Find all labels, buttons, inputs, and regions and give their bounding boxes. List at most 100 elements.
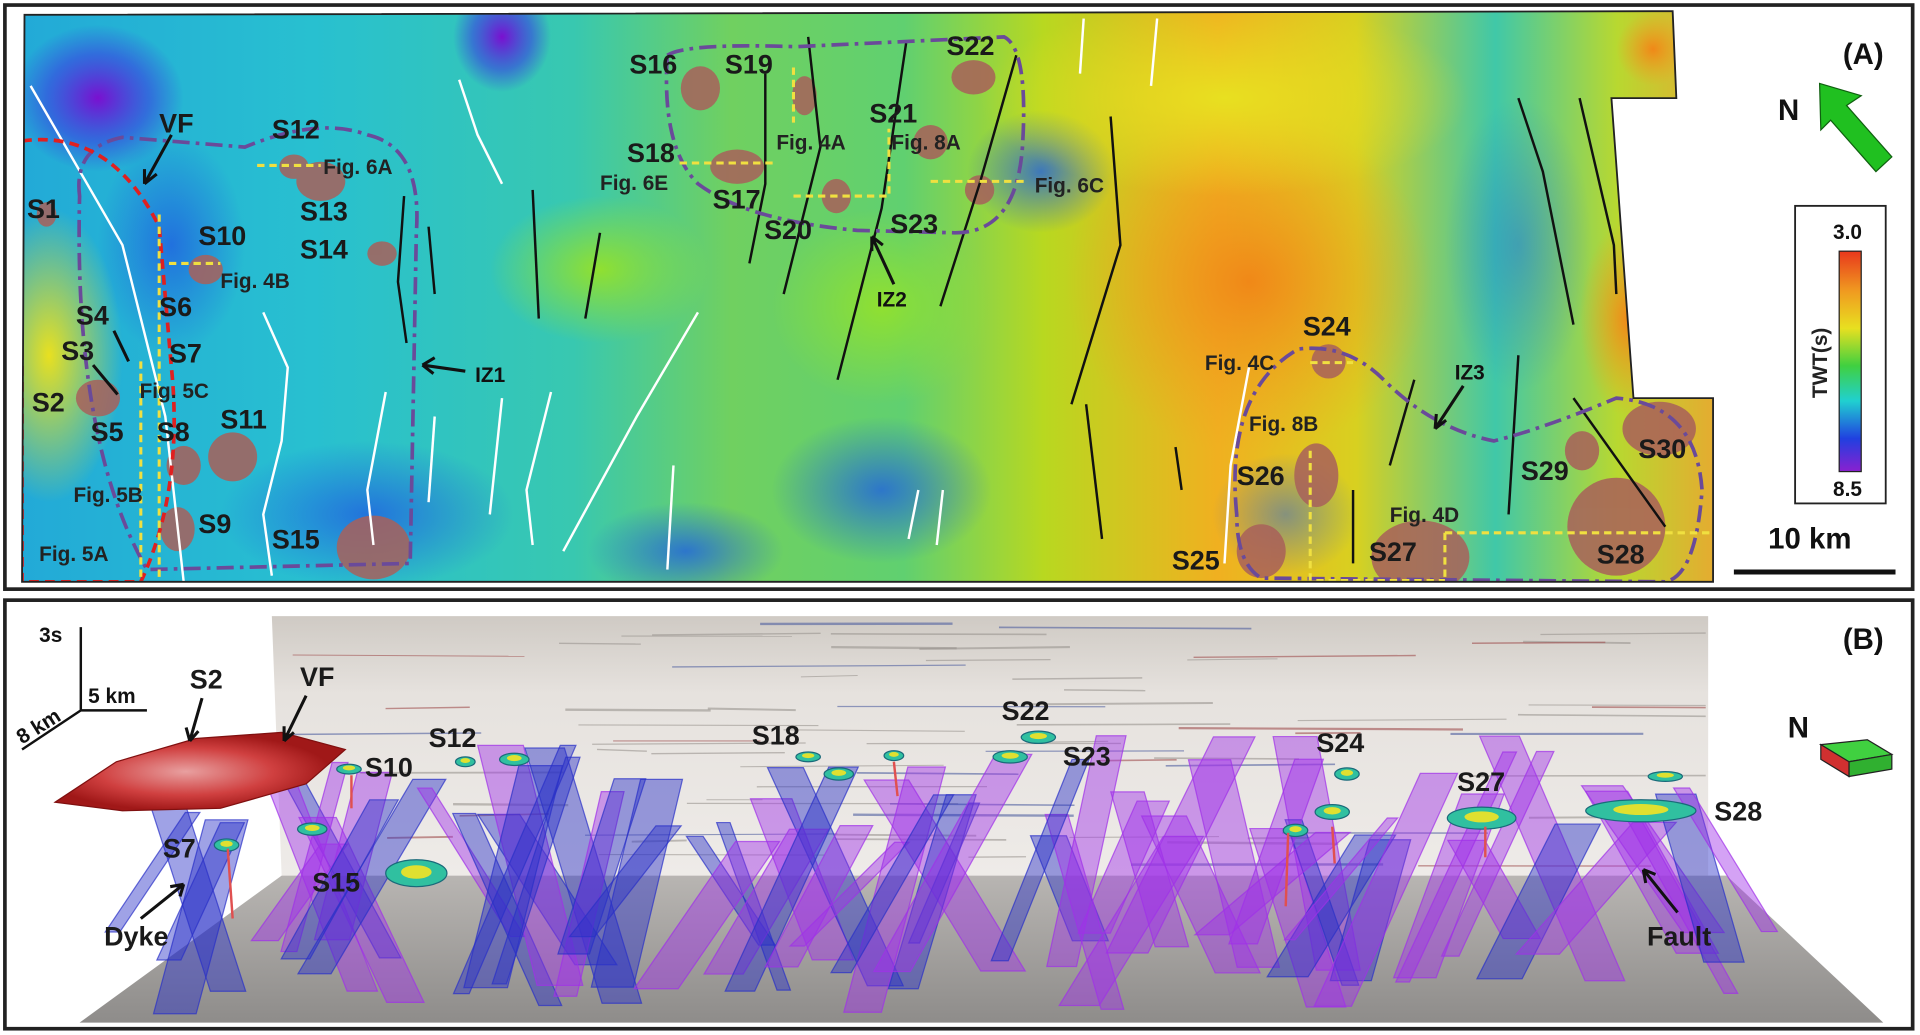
fault-trace <box>525 391 553 546</box>
twt-map <box>22 11 1714 582</box>
fault-plane <box>557 778 647 955</box>
fault-trace <box>836 42 908 381</box>
seismic-reflection <box>1178 726 1463 731</box>
seismic-reflection <box>800 674 858 678</box>
sill-body-highlight <box>304 824 320 831</box>
sill-body <box>188 254 223 285</box>
label-dyke: Dyke <box>104 921 168 951</box>
fault-trace <box>262 311 290 576</box>
label-s16: S16 <box>629 50 677 80</box>
seismic-reflection <box>565 708 711 712</box>
sill-body-highlight <box>802 753 815 759</box>
axis-vertical-label: 3s <box>39 624 62 647</box>
seismic-reflection <box>559 642 641 645</box>
fault-trace <box>531 189 540 319</box>
fault-plane <box>1266 834 1397 978</box>
panel-b-label: (B) <box>1843 623 1884 656</box>
seismic-reflection <box>707 707 796 712</box>
fault-trace <box>1223 367 1251 564</box>
label-fig-5a: Fig. 5A <box>39 543 108 566</box>
fault-trace <box>1070 116 1122 405</box>
north-block-icon <box>1818 739 1894 778</box>
seismic-reflection <box>631 839 687 843</box>
seismic-reflection <box>783 729 965 732</box>
label-s4: S4 <box>76 301 109 331</box>
sill-body <box>36 202 57 227</box>
north-label: N <box>1778 94 1799 127</box>
fault-trace <box>427 416 436 503</box>
label-fig-8a: Fig. 8A <box>891 132 960 155</box>
sill-body <box>336 515 411 580</box>
intrusion-zone-iz2-outline <box>664 35 1026 235</box>
seismic-reflection <box>856 772 1019 776</box>
fault-plane <box>1249 827 1347 1008</box>
panel-b-north-label: N <box>1788 711 1809 744</box>
label-b-s15: S15 <box>312 868 360 898</box>
fault-plane <box>1672 787 1779 933</box>
label-s30: S30 <box>1638 434 1686 464</box>
label-s23: S23 <box>890 209 938 239</box>
colorbar-min: 8.5 <box>1833 478 1862 501</box>
fault-plane <box>1105 736 1256 954</box>
seismic-reflection <box>833 833 977 837</box>
sill-body-highlight <box>1323 807 1341 815</box>
fault-trace <box>1078 18 1085 74</box>
seismic-reflection <box>830 633 1047 636</box>
fault-trace <box>29 85 185 582</box>
label-b-s27: S27 <box>1457 767 1505 797</box>
label-s29: S29 <box>1521 456 1569 486</box>
fault-trace <box>1578 97 1618 295</box>
fault-plane <box>1283 817 1399 941</box>
label-s12: S12 <box>272 115 320 145</box>
label-s18: S18 <box>627 138 675 168</box>
sill-body-highlight <box>460 758 471 764</box>
fault-trace <box>935 489 945 546</box>
sill-body-highlight <box>342 765 356 771</box>
label-b-s24: S24 <box>1316 728 1364 758</box>
fault-plane <box>1313 772 1459 1007</box>
panel-b-arrows <box>139 694 1679 920</box>
label-s14: S14 <box>300 235 348 265</box>
label-s24: S24 <box>1303 312 1351 342</box>
label-s10: S10 <box>198 221 246 251</box>
seismic-reflection <box>1297 718 1507 722</box>
dyke-lines <box>226 761 1487 919</box>
label-s9: S9 <box>198 509 231 539</box>
fault-plane <box>788 841 911 947</box>
axis-horizontal-label: 5 km <box>88 685 135 708</box>
fault-trace <box>1517 97 1575 325</box>
label-b-s23: S23 <box>1063 741 1111 771</box>
label-fig-8b: Fig. 8B <box>1249 413 1318 436</box>
seismic-reflection <box>1012 677 1143 680</box>
fault-trace <box>666 465 675 570</box>
axes-indicator <box>21 627 147 751</box>
fault-plane <box>1029 835 1110 942</box>
panel-a-labels: S1 S2 S3 S4 S5 S6 S7 S8 S9 S10 S11 S12 S… <box>27 31 1686 575</box>
fault-plane <box>766 766 905 987</box>
scale-bar-label: 10 km <box>1768 523 1851 556</box>
seismic-reflection <box>651 752 785 755</box>
seismic-reflection <box>1187 658 1278 661</box>
sill-body <box>367 241 397 266</box>
sill-body <box>710 149 765 184</box>
fault-trace <box>1174 446 1183 491</box>
fault-plane <box>1329 839 1412 982</box>
label-s28: S28 <box>1597 539 1645 569</box>
fault-plane <box>843 766 947 1013</box>
label-iz1: IZ1 <box>475 364 505 387</box>
fault-trace <box>562 311 700 552</box>
fault-plane <box>1475 823 1602 980</box>
label-s7: S7 <box>169 339 202 369</box>
fault-plane <box>568 825 683 938</box>
fault-plane <box>1109 791 1190 948</box>
fault-trace <box>1572 397 1667 528</box>
seismic-reflection <box>592 742 806 745</box>
label-s8: S8 <box>157 417 190 447</box>
label-s1: S1 <box>27 194 60 224</box>
seismic-reflection <box>1540 632 1706 636</box>
seismic-reflection <box>453 802 569 807</box>
label-s11: S11 <box>220 405 266 435</box>
label-fault: Fault <box>1647 921 1711 951</box>
fault-plane <box>1580 785 1726 934</box>
seismic-reflection <box>292 654 525 657</box>
